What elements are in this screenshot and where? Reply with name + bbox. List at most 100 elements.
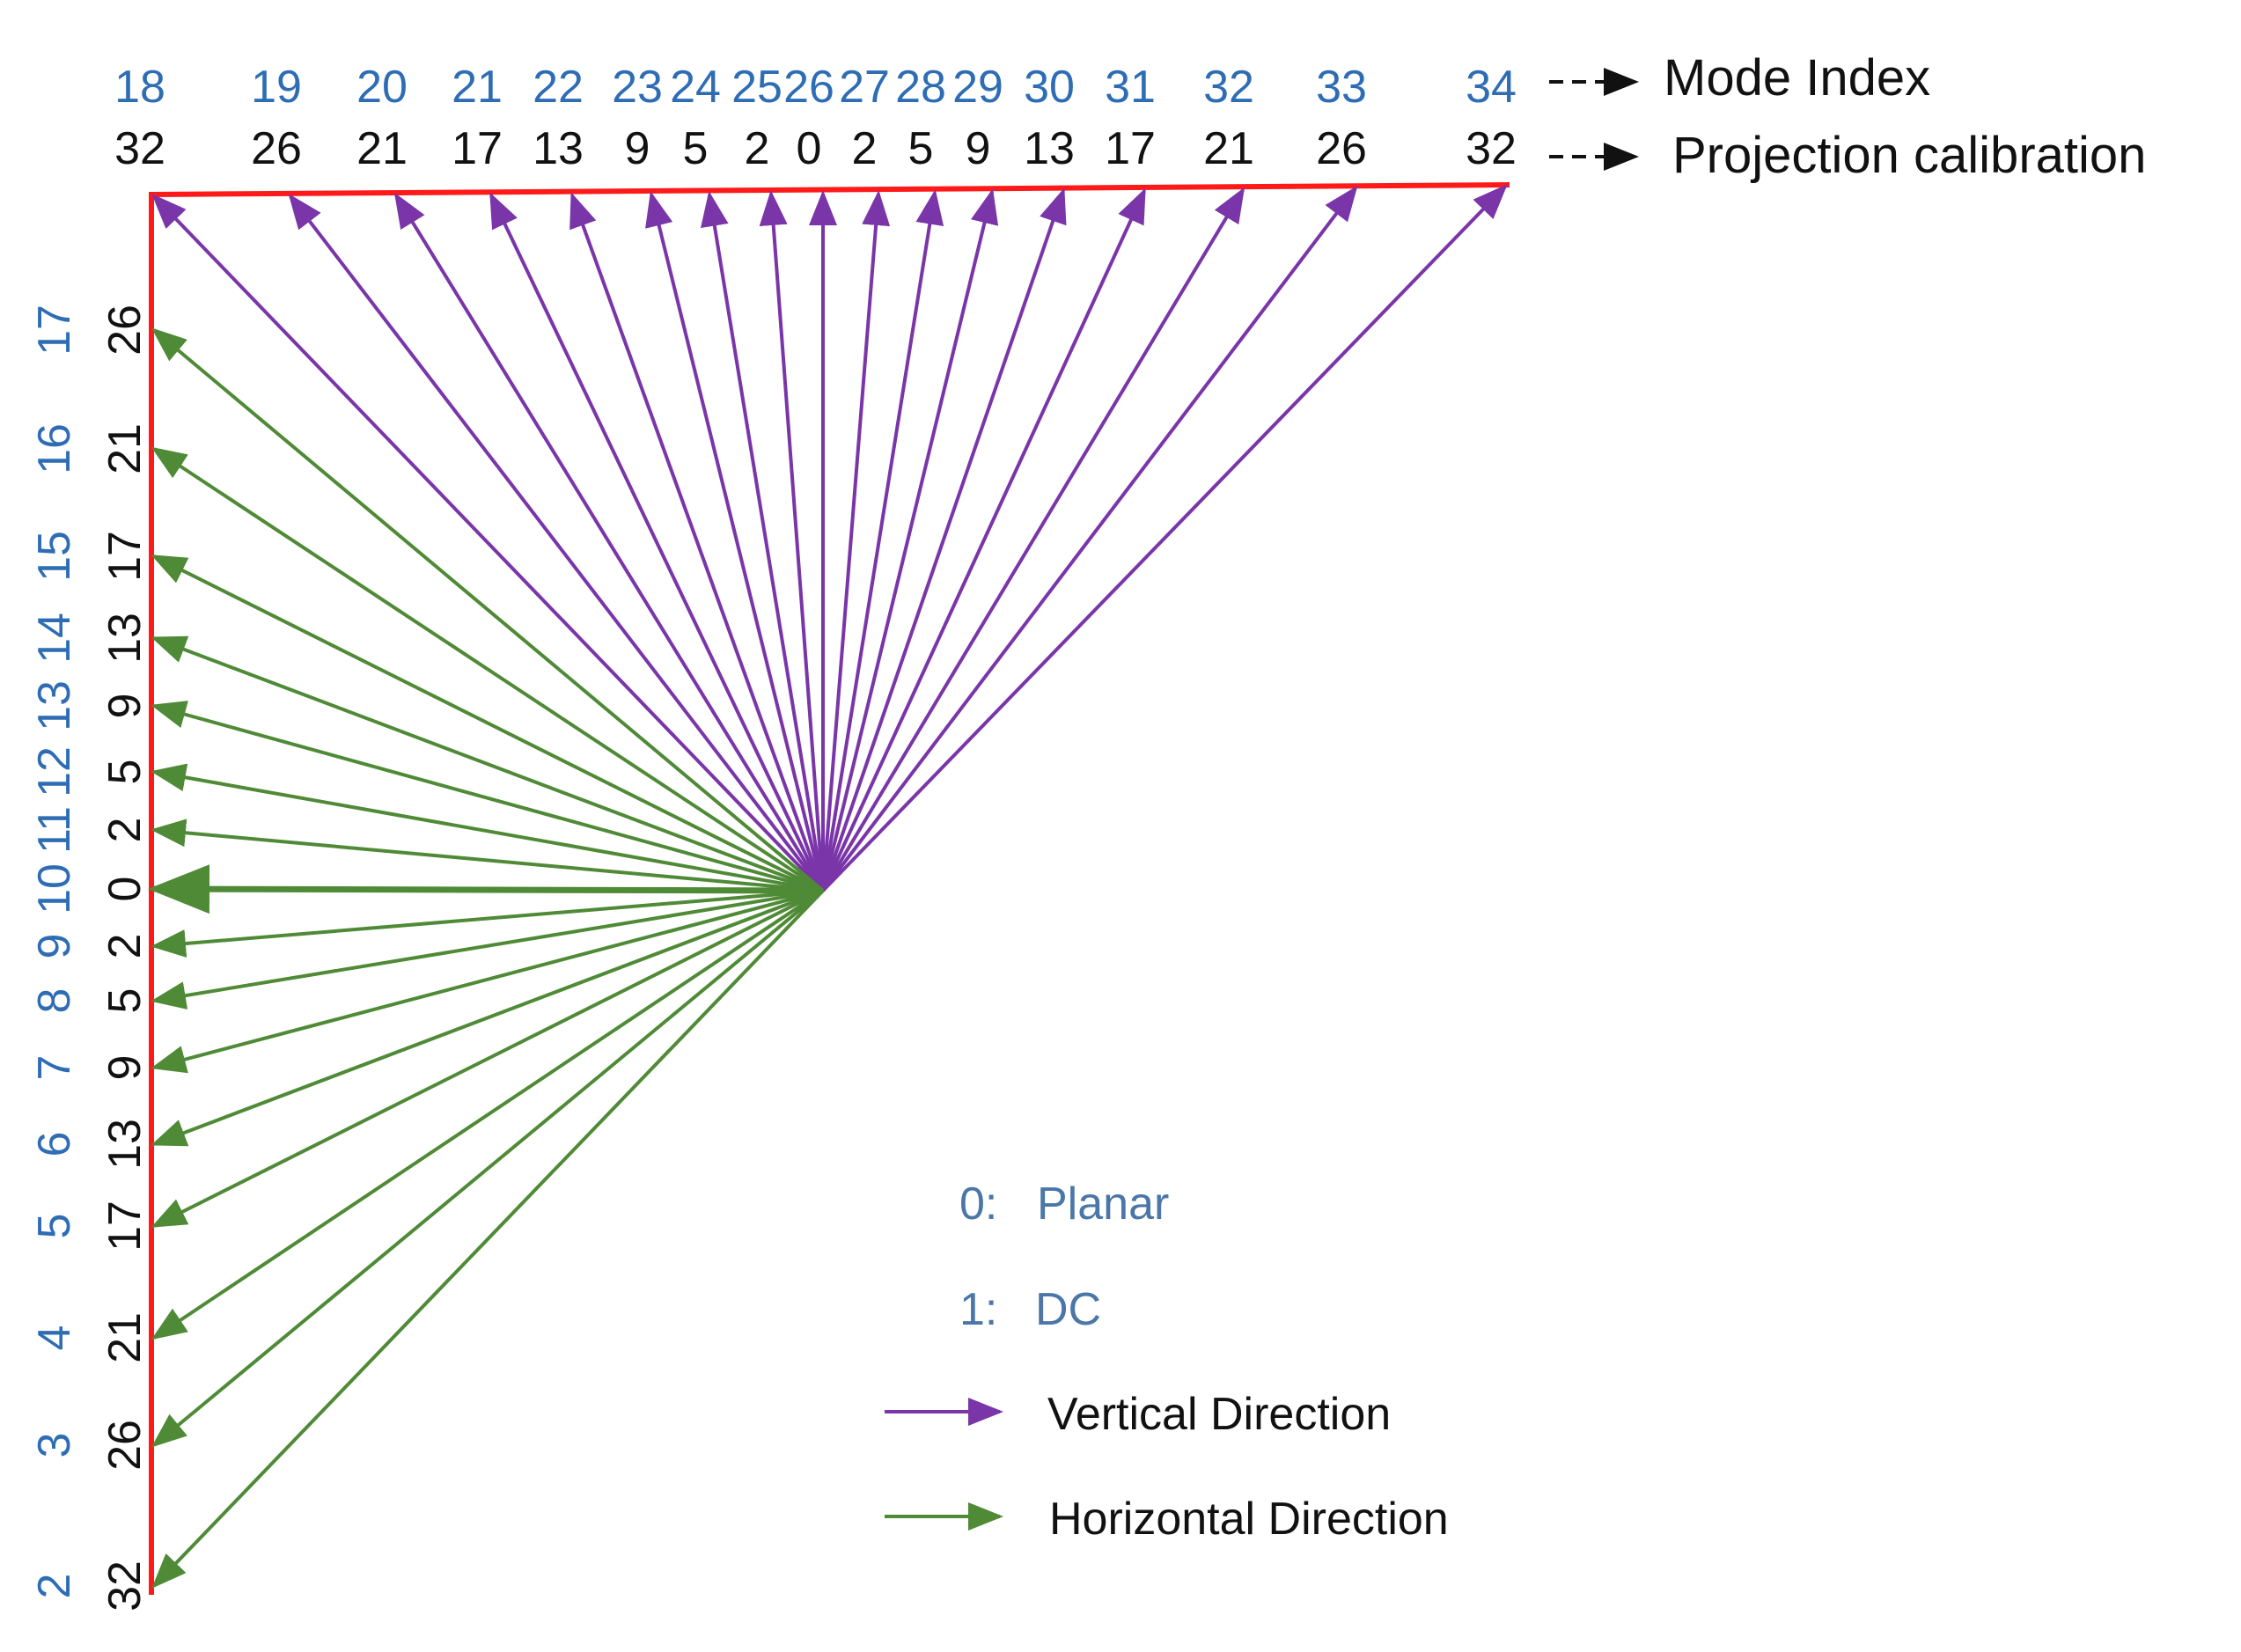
left-mode-index-label: 17 [29, 305, 80, 356]
top-mode-index-label: 24 [670, 62, 721, 113]
left-mode-index-label: 15 [29, 531, 80, 582]
left-calibration-label: 2 [99, 934, 151, 959]
left-calibration-label: 0 [99, 877, 151, 902]
left-mode-index-label: 10 [29, 863, 80, 914]
vertical-arrow-mode-18 [151, 194, 825, 892]
vertical-arrow-mode-22 [569, 192, 825, 892]
top-mode-index-label: 29 [952, 62, 1003, 113]
vertical-arrow-mode-21 [489, 192, 825, 892]
projection-calibration-key-label: Projection calibration [1672, 127, 2146, 184]
top-mode-index-label: 27 [839, 62, 890, 113]
vertical-direction-arrows [151, 184, 1508, 892]
left-mode-index-label: 16 [29, 423, 80, 474]
top-calibration-label: 21 [356, 123, 408, 174]
left-calibration-label: 32 [99, 1560, 151, 1612]
left-calibration-label: 26 [99, 305, 151, 356]
left-mode-index-label: 6 [29, 1132, 80, 1157]
left-mode-index-label: 2 [29, 1574, 80, 1599]
legend-dc-label: DC [1035, 1284, 1101, 1335]
vertical-arrow-mode-29 [821, 188, 999, 892]
horizontal-arrow-mode-16 [151, 446, 825, 892]
left-calibration-label: 17 [99, 531, 151, 582]
top-calibration-label: 13 [1024, 123, 1075, 174]
top-calibration-label: 26 [251, 123, 302, 174]
horizontal-arrow-mode-9 [151, 889, 824, 958]
top-mode-index-label: 31 [1105, 62, 1156, 113]
mode-index-key-label: Mode Index [1664, 49, 1930, 106]
top-mode-index-label: 20 [356, 62, 408, 113]
top-mode-labels: 18 32 19 26 20 21 21 17 22 13 23 9 24 5 25 2 26 0 27 2 28 5 29… [114, 62, 1517, 174]
left-calibration-label: 5 [99, 988, 151, 1014]
horizontal-arrow-mode-15 [151, 554, 824, 892]
horizontal-arrow-mode-7 [151, 889, 824, 1074]
vertical-arrow-mode-31 [821, 187, 1146, 892]
left-calibration-label: 26 [99, 1420, 151, 1471]
horizontal-arrow-mode-2 [151, 889, 825, 1589]
left-calibration-label: 2 [99, 818, 151, 843]
top-mode-index-label: 18 [114, 62, 165, 113]
top-mode-index-label: 22 [533, 62, 584, 113]
horizontal-arrow-mode-6 [151, 889, 824, 1147]
left-calibration-label: 9 [99, 694, 151, 719]
horizontal-arrow-mode-12 [151, 763, 824, 892]
top-calibration-label: 0 [797, 123, 822, 174]
top-mode-index-label: 21 [452, 62, 503, 113]
left-mode-index-label: 13 [29, 680, 80, 731]
vertical-arrow-mode-32 [821, 187, 1245, 892]
top-calibration-label: 17 [452, 123, 503, 174]
vertical-arrow-mode-28 [821, 189, 944, 892]
vertical-arrow-mode-34 [821, 184, 1508, 892]
top-boundary-line [151, 182, 1510, 197]
vertical-arrow-mode-24 [701, 191, 825, 892]
top-calibration-label: 32 [114, 123, 165, 174]
vertical-arrow-mode-23 [645, 191, 825, 892]
vertical-arrow-mode-19 [288, 193, 825, 892]
top-calibration-label: 9 [625, 123, 650, 174]
left-mode-index-label: 5 [29, 1214, 80, 1239]
horizontal-arrow-mode-14 [151, 635, 824, 892]
top-calibration-label: 32 [1466, 123, 1517, 174]
horizontal-arrow-mode-4 [151, 889, 825, 1340]
top-mode-index-label: 28 [895, 62, 946, 113]
legend-planar-label: Planar [1037, 1178, 1169, 1230]
vertical-arrow-mode-30 [821, 187, 1067, 892]
left-calibration-label: 13 [99, 613, 151, 664]
top-mode-index-label: 30 [1024, 62, 1075, 113]
legend-planar-key: 0: [959, 1178, 997, 1230]
left-mode-index-label: 7 [29, 1055, 80, 1081]
horizontal-arrow-mode-3 [151, 889, 825, 1448]
legend-dc-key: 1: [959, 1284, 997, 1335]
horizontal-arrow-mode-8 [151, 889, 824, 1010]
top-calibration-label: 26 [1316, 123, 1367, 174]
top-calibration-label: 21 [1203, 123, 1254, 174]
left-mode-index-label: 9 [29, 934, 80, 959]
top-mode-index-label: 19 [251, 62, 302, 113]
top-mode-index-label: 33 [1316, 62, 1367, 113]
vertical-arrow-mode-27 [821, 190, 891, 892]
left-mode-index-label: 12 [29, 746, 80, 797]
vertical-arrow-mode-20 [393, 192, 825, 892]
top-mode-index-label: 26 [783, 62, 834, 113]
horizontal-arrow-mode-10 [148, 864, 824, 914]
left-calibration-label: 5 [99, 760, 151, 785]
vertical-arrow-mode-33 [821, 185, 1358, 892]
top-mode-index-label: 34 [1466, 62, 1517, 113]
top-calibration-label: 5 [908, 123, 934, 174]
top-calibration-label: 2 [852, 123, 878, 174]
horizontal-arrow-mode-5 [151, 889, 824, 1228]
top-mode-index-label: 25 [731, 62, 783, 113]
horizontal-arrow-mode-11 [151, 819, 824, 892]
left-mode-index-label: 3 [29, 1433, 80, 1458]
top-mode-index-label: 23 [612, 62, 663, 113]
top-calibration-label: 5 [683, 123, 709, 174]
left-mode-index-label: 8 [29, 988, 80, 1014]
horizontal-arrow-mode-13 [151, 701, 824, 892]
horizontal-arrow-mode-17 [151, 327, 825, 892]
left-mode-index-label: 14 [29, 613, 80, 664]
top-calibration-label: 13 [533, 123, 584, 174]
legend-horizontal-label: Horizontal Direction [1049, 1494, 1449, 1545]
left-mode-index-label: 11 [29, 806, 80, 854]
left-calibration-label: 21 [99, 423, 151, 474]
left-calibration-label: 13 [99, 1119, 151, 1170]
